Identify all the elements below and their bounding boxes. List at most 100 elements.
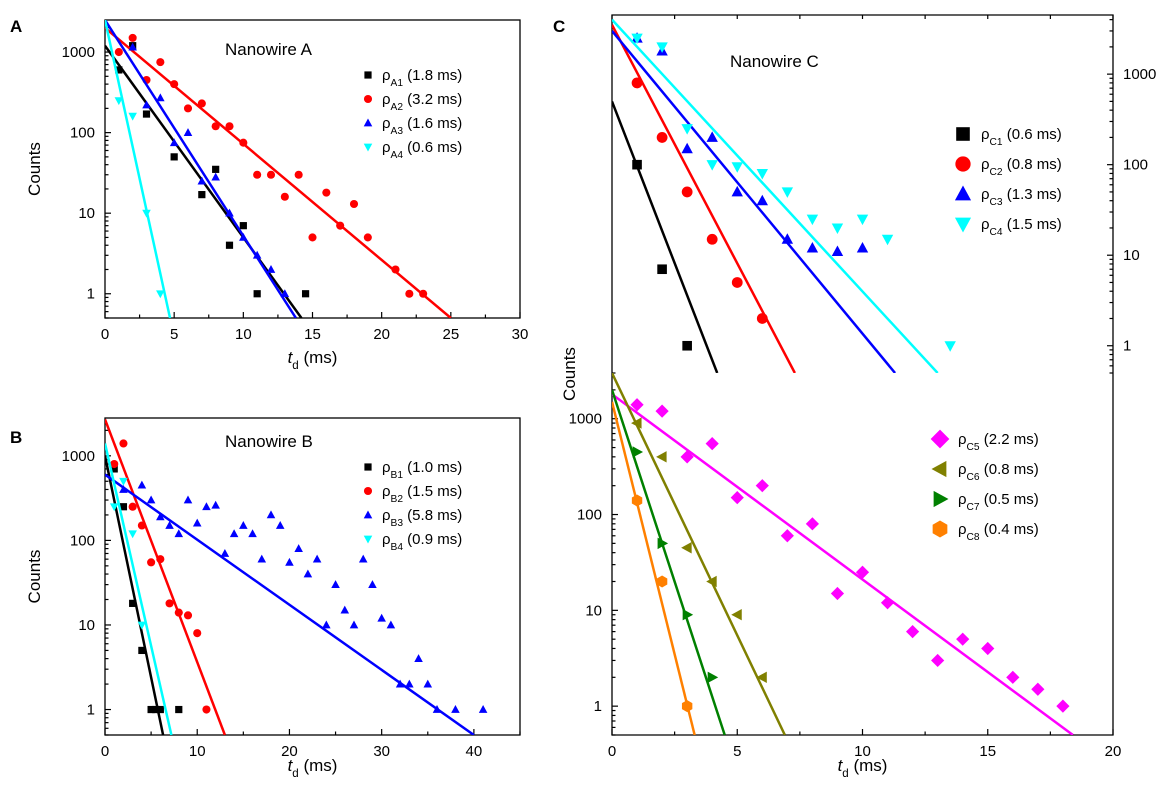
legend-marker: [956, 127, 970, 141]
data-point: [115, 66, 123, 74]
y-tick-label: 10: [78, 617, 95, 634]
legend: ρA1 (1.8 ms)ρA2 (3.2 ms)ρA3 (1.6 ms)ρA4 …: [363, 67, 462, 161]
data-point: [294, 170, 303, 179]
legend-marker: [363, 143, 373, 152]
data-point: [114, 48, 123, 57]
data-point: [294, 544, 303, 552]
legend-entry-rest: (0.6 ms): [403, 139, 462, 156]
data-point: [138, 646, 146, 655]
y-tick-label: 1: [87, 702, 95, 719]
data-point: [198, 191, 206, 199]
data-point: [395, 679, 405, 688]
data-point: [229, 529, 239, 538]
data-point: [156, 93, 165, 102]
data-point: [197, 99, 206, 108]
data-point: [806, 214, 819, 226]
data-point: [681, 124, 693, 135]
series-c6: [612, 373, 786, 735]
data-point: [855, 565, 870, 579]
data-point: [706, 575, 717, 588]
y-tick-label: 10: [585, 602, 602, 619]
data-point: [220, 548, 230, 557]
fit-line: [105, 20, 297, 318]
legend-entry: ρA3 (1.6 ms): [382, 115, 462, 137]
data-point: [170, 80, 179, 89]
data-point: [705, 436, 719, 451]
data-point: [756, 671, 767, 684]
data-point: [830, 586, 845, 601]
legend-entry-rest: (0.9 ms): [403, 531, 462, 548]
data-point: [730, 491, 744, 505]
legend-entry-main: ρ: [382, 91, 391, 108]
data-point: [706, 160, 718, 171]
data-point: [119, 439, 128, 448]
data-point: [285, 557, 294, 566]
data-point: [707, 671, 719, 684]
data-point: [706, 131, 718, 142]
legend-entry: ρC2 (0.8 ms): [981, 156, 1062, 178]
panel-letter: B: [10, 428, 22, 447]
legend-entry-main: ρ: [382, 507, 391, 524]
legend-entry-rest: (1.0 ms): [403, 459, 462, 476]
legend-entry-sub: C2: [990, 167, 1003, 178]
chart-title: Nanowire A: [225, 40, 313, 59]
data-point: [755, 479, 769, 493]
data-point: [308, 233, 317, 242]
data-point: [174, 529, 184, 538]
data-point: [119, 484, 128, 493]
data-point: [631, 33, 643, 45]
data-point: [253, 170, 262, 179]
data-point: [257, 554, 267, 563]
data-point: [202, 502, 211, 511]
data-point: [349, 620, 359, 629]
legend-entry: ρA2 (3.2 ms): [382, 91, 462, 113]
series-c7: [612, 389, 726, 735]
data-point: [137, 621, 147, 630]
x-tick-label: 20: [281, 743, 298, 760]
fit-line: [612, 30, 897, 373]
x-axis-label-main: t: [288, 348, 294, 367]
data-point: [944, 341, 956, 352]
legend-entry: ρC3 (1.3 ms): [981, 186, 1062, 208]
series-c2: [612, 24, 796, 373]
legend-entry-main: ρ: [958, 461, 967, 478]
series-a2: [105, 26, 452, 318]
series-a3: [105, 20, 297, 318]
y-tick-label: 100: [70, 532, 95, 549]
plot-frame: [104, 19, 521, 319]
data-point: [137, 521, 146, 530]
data-point: [128, 42, 137, 51]
y-tick-label: 100: [70, 125, 95, 142]
data-point: [225, 122, 234, 131]
data-point: [478, 705, 488, 713]
data-point: [631, 494, 643, 507]
legend-marker: [954, 185, 972, 201]
data-point: [805, 517, 819, 531]
data-point: [806, 242, 819, 253]
data-point: [781, 233, 794, 244]
legend-entry-main: ρ: [981, 156, 990, 173]
data-point: [336, 221, 345, 230]
x-tick-label: 20: [1105, 743, 1122, 760]
plot-area: [105, 20, 452, 318]
legend-entry: ρC1 (0.6 ms): [981, 126, 1062, 148]
data-point: [253, 290, 261, 298]
data-point: [266, 264, 276, 273]
legend-entry-sub: C5: [967, 442, 980, 453]
data-point: [266, 510, 276, 519]
legend-marker: [955, 156, 971, 172]
fit-line: [612, 24, 796, 373]
x-axis-label: td (ms): [288, 756, 338, 780]
data-point: [756, 168, 768, 180]
data-point: [657, 264, 667, 275]
panel-letter: C: [553, 17, 565, 36]
data-point: [631, 417, 642, 429]
data-point: [239, 232, 248, 241]
legend: ρB1 (1.0 ms)ρB2 (1.5 ms)ρB3 (5.8 ms)ρB4 …: [363, 459, 462, 553]
data-point: [146, 495, 156, 504]
data-point: [1031, 682, 1045, 696]
legend-entry-main: ρ: [382, 483, 391, 500]
legend-entry-sub: C6: [967, 472, 980, 483]
